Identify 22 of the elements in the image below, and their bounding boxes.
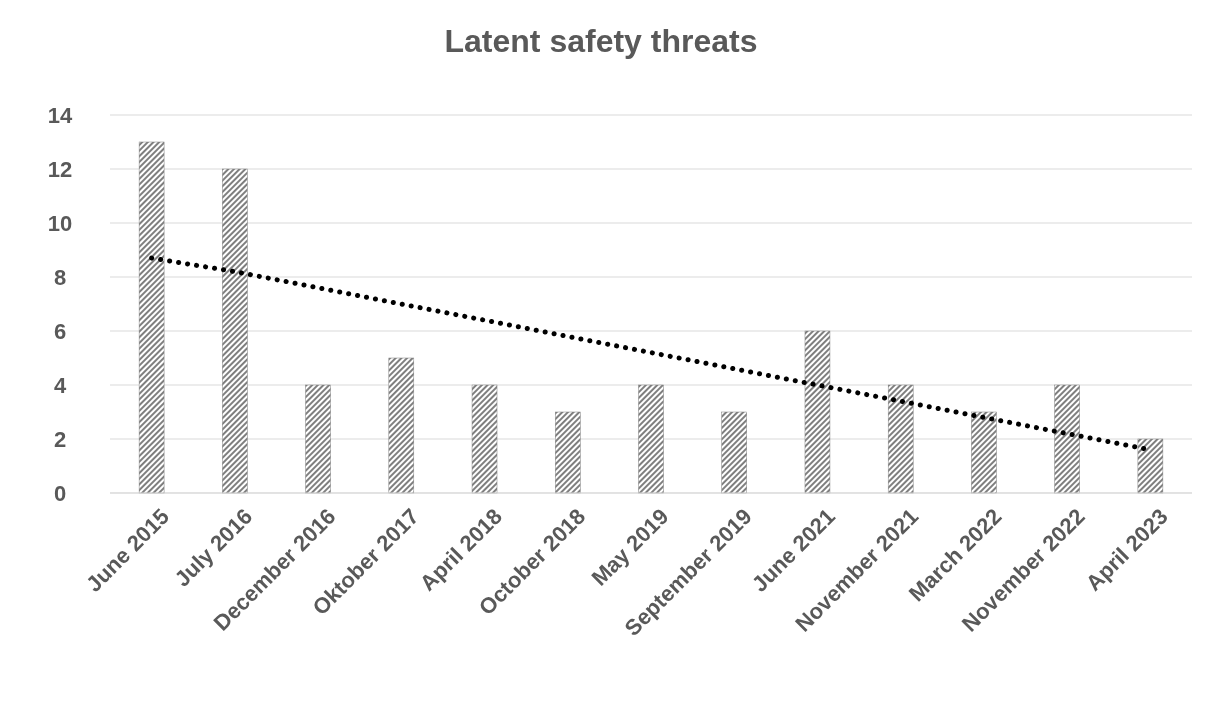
y-tick-label: 14: [47, 102, 73, 128]
bar: [887, 384, 914, 494]
y-tick-label: 8: [53, 264, 67, 290]
bar: [222, 168, 248, 494]
bar: [638, 384, 664, 494]
bar: [971, 411, 997, 494]
bar: [138, 141, 165, 494]
bar: [804, 330, 831, 494]
y-tick-label: 10: [47, 210, 73, 236]
y-tick-label: 4: [53, 372, 67, 398]
chart-title: Latent safety threats: [444, 23, 758, 59]
bar: [471, 384, 498, 494]
y-tick-label: 12: [47, 156, 73, 182]
y-tick-label: 0: [53, 480, 67, 506]
bar: [555, 411, 581, 494]
y-tick-label: 2: [53, 426, 67, 452]
bar: [388, 357, 415, 494]
bar: [1054, 384, 1080, 494]
bar: [305, 384, 331, 494]
bar: [1137, 438, 1164, 494]
bar: [721, 411, 747, 494]
y-tick-label: 6: [53, 318, 67, 344]
